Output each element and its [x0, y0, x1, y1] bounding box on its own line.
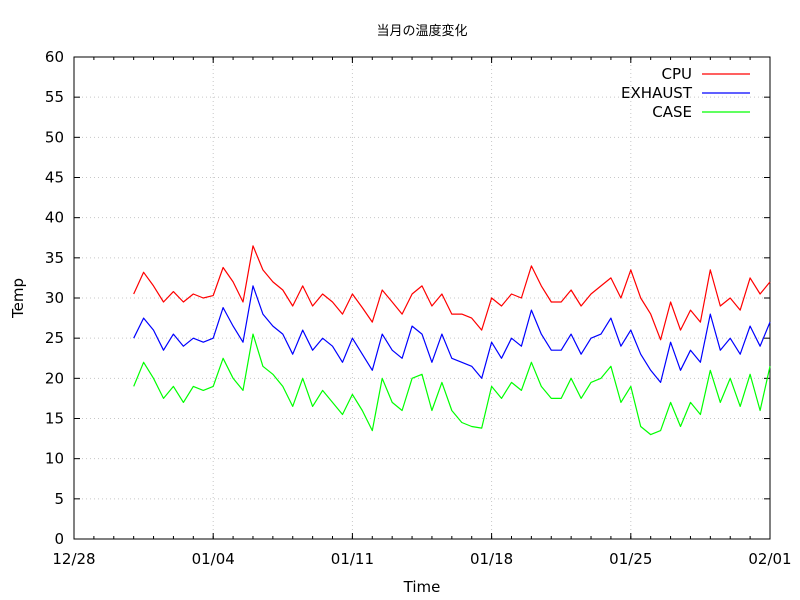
chart-title: 当月の温度変化 [376, 23, 467, 39]
series-layer [133, 245, 771, 436]
y-tick-label: 15 [45, 410, 64, 428]
y-axis-label: Temp [9, 278, 27, 319]
series-line-cpu [133, 245, 771, 341]
legend-label: CASE [652, 103, 692, 121]
y-tick-label: 55 [45, 88, 64, 106]
x-tick-label: 02/01 [748, 550, 791, 568]
y-tick-label: 45 [45, 169, 64, 187]
y-tick-label: 25 [45, 329, 64, 347]
y-tick-label: 10 [45, 450, 64, 468]
legend-label: EXHAUST [621, 84, 693, 102]
x-tick-label: 01/04 [192, 550, 235, 568]
y-tick-label: 50 [45, 128, 64, 146]
y-tick-label: 0 [54, 530, 64, 548]
y-tick-label: 40 [45, 209, 64, 227]
y-tick-label: 5 [54, 490, 64, 508]
legend-label: CPU [662, 65, 693, 83]
x-tick-label: 01/18 [470, 550, 513, 568]
x-tick-label: 01/25 [609, 550, 652, 568]
grid-layer [74, 57, 770, 539]
x-tick-label: 01/11 [331, 550, 374, 568]
series-line-exhaust [133, 285, 771, 383]
y-tick-label: 30 [45, 289, 64, 307]
y-tick-label: 20 [45, 369, 64, 387]
series-line-case [133, 333, 771, 436]
y-tick-label: 35 [45, 249, 64, 267]
x-tick-label: 12/28 [52, 550, 95, 568]
y-tick-label: 60 [45, 48, 64, 66]
tick-layer: 0 5 10 15 20 25 30 35 40 45 50 55 60 12/28 01/04 01/11 0… [45, 48, 792, 568]
x-axis-label: Time [403, 578, 441, 596]
